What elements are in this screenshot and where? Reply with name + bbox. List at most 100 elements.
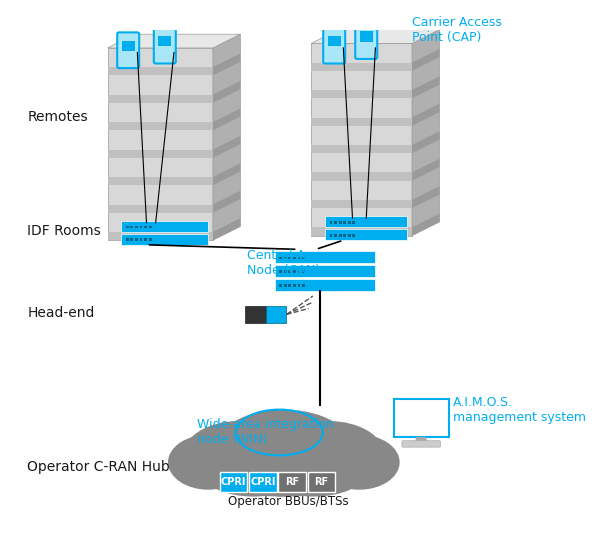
FancyBboxPatch shape (329, 221, 332, 224)
FancyBboxPatch shape (293, 257, 296, 259)
FancyBboxPatch shape (360, 32, 373, 41)
FancyBboxPatch shape (144, 226, 147, 228)
Text: Carrier Access
Point (CAP): Carrier Access Point (CAP) (412, 16, 502, 43)
Polygon shape (412, 186, 439, 208)
FancyBboxPatch shape (293, 271, 296, 273)
FancyBboxPatch shape (334, 221, 337, 224)
Text: RF: RF (285, 477, 299, 487)
FancyBboxPatch shape (117, 32, 139, 68)
FancyBboxPatch shape (122, 41, 134, 51)
FancyBboxPatch shape (289, 284, 291, 287)
Ellipse shape (233, 433, 334, 496)
FancyBboxPatch shape (289, 257, 291, 259)
FancyBboxPatch shape (250, 440, 252, 443)
Polygon shape (412, 214, 439, 236)
FancyBboxPatch shape (245, 306, 266, 323)
Polygon shape (311, 43, 412, 236)
FancyBboxPatch shape (302, 271, 305, 273)
FancyBboxPatch shape (126, 239, 128, 241)
FancyBboxPatch shape (343, 221, 346, 224)
FancyBboxPatch shape (348, 234, 350, 236)
Text: Central Area
Node (CAN): Central Area Node (CAN) (247, 249, 326, 277)
Text: RF: RF (314, 477, 328, 487)
FancyBboxPatch shape (339, 234, 341, 236)
FancyBboxPatch shape (140, 239, 142, 241)
Ellipse shape (214, 410, 355, 492)
FancyBboxPatch shape (293, 284, 296, 287)
Polygon shape (107, 48, 213, 240)
FancyBboxPatch shape (325, 229, 407, 240)
Ellipse shape (168, 435, 248, 490)
FancyBboxPatch shape (268, 440, 271, 443)
Polygon shape (213, 54, 241, 76)
Ellipse shape (203, 451, 364, 496)
FancyBboxPatch shape (334, 234, 337, 236)
Polygon shape (311, 145, 412, 153)
FancyBboxPatch shape (308, 472, 335, 492)
FancyBboxPatch shape (323, 28, 345, 63)
FancyBboxPatch shape (126, 226, 128, 228)
Polygon shape (107, 232, 213, 240)
Polygon shape (107, 205, 213, 213)
FancyBboxPatch shape (241, 436, 318, 446)
Polygon shape (311, 63, 412, 71)
FancyBboxPatch shape (268, 428, 271, 430)
Text: Operator C-RAN Hub: Operator C-RAN Hub (28, 460, 170, 474)
FancyBboxPatch shape (135, 239, 138, 241)
FancyBboxPatch shape (284, 271, 287, 273)
FancyBboxPatch shape (352, 221, 355, 224)
FancyBboxPatch shape (410, 442, 432, 444)
FancyBboxPatch shape (130, 239, 133, 241)
Text: CPRI: CPRI (221, 477, 246, 487)
FancyBboxPatch shape (329, 234, 332, 236)
Polygon shape (213, 108, 241, 130)
Polygon shape (415, 437, 428, 443)
Polygon shape (107, 122, 213, 130)
FancyBboxPatch shape (298, 271, 301, 273)
FancyBboxPatch shape (135, 226, 138, 228)
Polygon shape (311, 29, 439, 43)
Polygon shape (213, 34, 241, 240)
FancyBboxPatch shape (121, 234, 208, 245)
Polygon shape (311, 227, 412, 236)
Polygon shape (311, 200, 412, 208)
FancyBboxPatch shape (249, 472, 277, 492)
Polygon shape (213, 163, 241, 185)
FancyBboxPatch shape (279, 284, 282, 287)
FancyBboxPatch shape (149, 239, 152, 241)
Text: Remotes: Remotes (28, 109, 88, 124)
FancyBboxPatch shape (149, 226, 152, 228)
Polygon shape (412, 159, 439, 181)
Polygon shape (412, 29, 439, 236)
Polygon shape (213, 81, 241, 103)
Polygon shape (213, 218, 241, 240)
FancyBboxPatch shape (254, 428, 257, 430)
Ellipse shape (263, 451, 364, 496)
FancyBboxPatch shape (348, 221, 350, 224)
FancyBboxPatch shape (259, 428, 262, 430)
FancyBboxPatch shape (140, 226, 142, 228)
FancyBboxPatch shape (263, 428, 266, 430)
FancyBboxPatch shape (279, 257, 282, 259)
FancyBboxPatch shape (343, 234, 346, 236)
Ellipse shape (203, 451, 304, 496)
Polygon shape (107, 34, 241, 48)
FancyBboxPatch shape (144, 239, 147, 241)
FancyBboxPatch shape (339, 221, 341, 224)
FancyBboxPatch shape (245, 428, 248, 430)
Text: Head-end: Head-end (28, 307, 95, 321)
FancyBboxPatch shape (158, 36, 171, 46)
Polygon shape (412, 131, 439, 153)
FancyBboxPatch shape (394, 399, 449, 437)
FancyBboxPatch shape (275, 265, 376, 277)
Polygon shape (311, 90, 412, 98)
FancyBboxPatch shape (289, 271, 291, 273)
FancyBboxPatch shape (355, 23, 377, 59)
FancyBboxPatch shape (325, 217, 407, 227)
FancyBboxPatch shape (241, 424, 318, 434)
FancyBboxPatch shape (279, 271, 282, 273)
Polygon shape (412, 49, 439, 71)
Polygon shape (213, 191, 241, 213)
FancyBboxPatch shape (284, 284, 287, 287)
FancyBboxPatch shape (259, 440, 262, 443)
